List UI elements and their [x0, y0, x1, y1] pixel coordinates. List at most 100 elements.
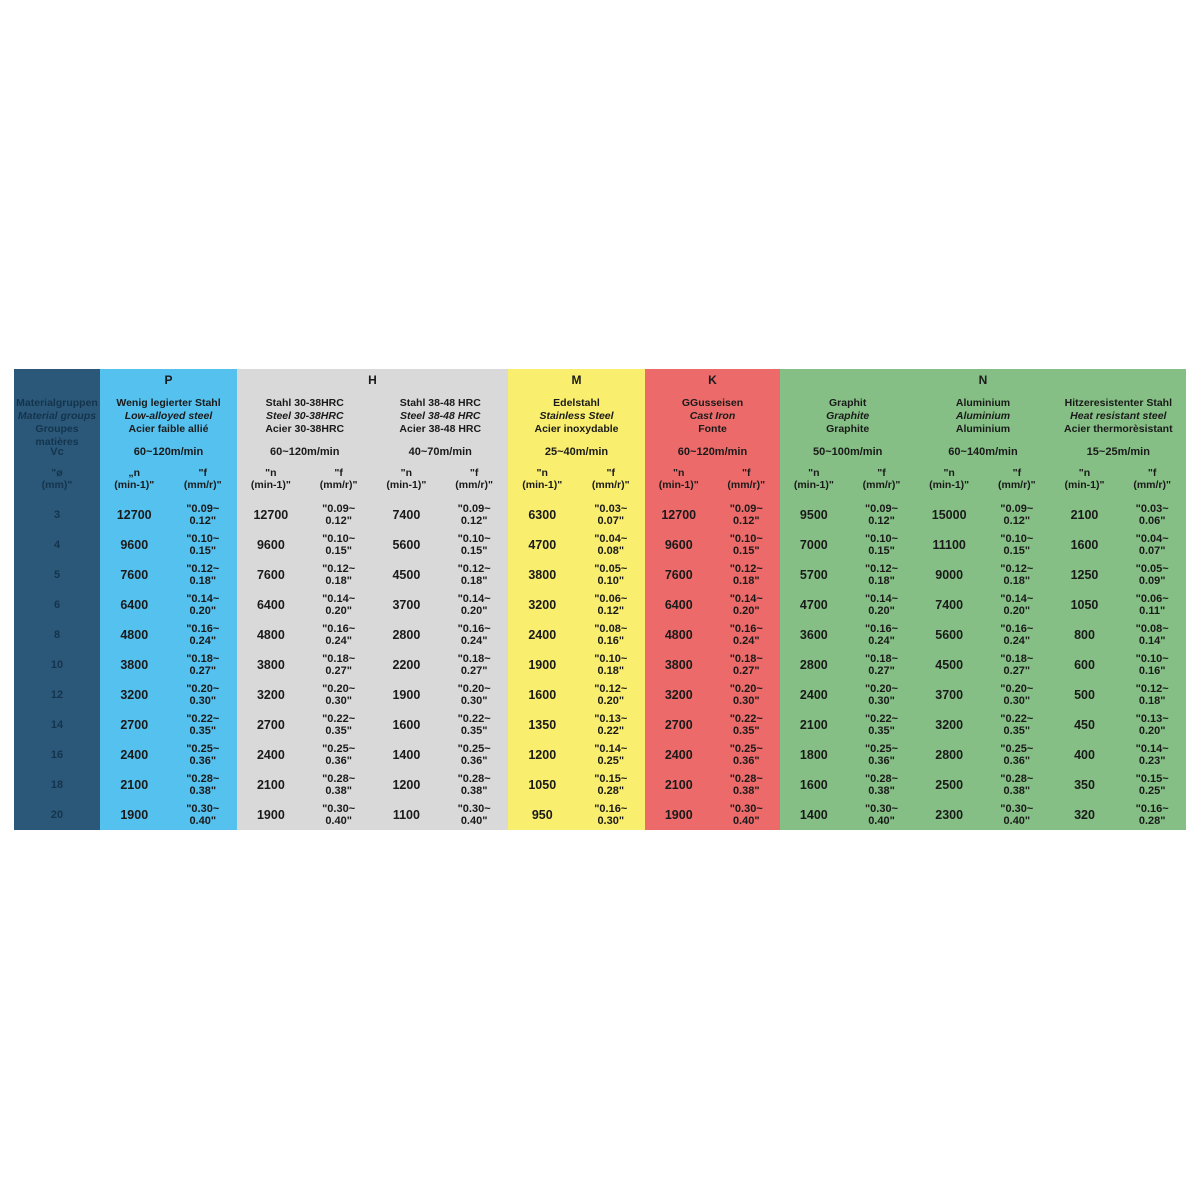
data-row: 1400 "0.30~ 0.40" [780, 800, 915, 830]
f-range-line: "0.13~ [594, 712, 628, 725]
f-range-line: 0.18" [597, 665, 625, 677]
n-value-cell: 1600 [799, 778, 828, 792]
parameter-table: Materialgruppen Material groups Groupes … [14, 369, 1186, 830]
f-header-line: (mm/r)" [591, 479, 630, 491]
n-header-line: (min-1)" [114, 479, 155, 491]
f-range-line: "0.30~ [729, 802, 763, 815]
f-value-cell: "0.18~ 0.27" [305, 650, 373, 680]
diameter-value: 10 [50, 659, 64, 671]
material-name-line: Wenig legierter Stahl [116, 397, 221, 409]
diameter-value: 12 [50, 689, 64, 701]
n-value-cell: 3700 [392, 598, 421, 612]
f-range-line: "0.18~ [186, 652, 220, 665]
f-range-line: "0.12~ [729, 562, 763, 575]
n-value-cell: 12700 [116, 508, 152, 522]
f-range-line: "0.22~ [864, 712, 899, 725]
f-range-line: 0.40" [868, 815, 895, 827]
f-value-cell: "0.10~ 0.15" [848, 530, 916, 560]
f-value-cell: "0.20~ 0.30" [848, 680, 916, 710]
f-header-line: (mm/r)" [727, 479, 766, 491]
f-range-line: "0.18~ [1000, 652, 1034, 665]
n-value-cell: 5700 [799, 568, 828, 582]
n-header-line: "n [673, 467, 685, 479]
n-value-cell: 5600 [935, 628, 964, 642]
f-range-line: "0.06~ [594, 592, 628, 605]
f-range-line: "0.16~ [186, 622, 220, 635]
material-name: Stahl 30-38HRC Steel 30-38HRC Acier 30-38H… [237, 391, 373, 441]
f-value-cell: "0.06~ 0.11" [1118, 590, 1186, 620]
f-range-line: "0.12~ [1135, 682, 1169, 695]
f-range-line: 0.12" [597, 605, 625, 617]
n-value-cell: 2100 [664, 778, 693, 792]
material-column: Aluminium Aluminium Aluminium 60~140m/min "n… [915, 391, 1050, 830]
n-header-line: "n [943, 467, 955, 479]
materials-row: Edelstahl Stainless Steel Acier inoxydable… [508, 391, 645, 830]
n-value-cell: 1050 [1070, 598, 1099, 612]
f-range-line: 0.14" [1138, 635, 1166, 647]
f-value-cell: "0.14~ 0.20" [848, 590, 916, 620]
nf-header-row: "n (min-1)" "f (mm/r)" [373, 463, 509, 500]
f-value-cell: "0.16~ 0.30" [577, 800, 646, 830]
data-row: 6300 "0.03~ 0.07" [508, 500, 645, 530]
vc-row-label: Vc [50, 446, 64, 458]
data-row: 1600 "0.28~ 0.38" [780, 770, 915, 800]
f-range-line: "0.14~ [1135, 742, 1169, 755]
data-row: 1900 "0.30~ 0.40" [237, 800, 373, 830]
f-value-cell: "0.22~ 0.35" [169, 710, 238, 740]
n-value-cell: 320 [1074, 808, 1095, 822]
n-value-cell: 600 [1074, 658, 1095, 672]
f-value-cell: "0.16~ 0.24" [169, 620, 238, 650]
data-row: 2100 "0.28~ 0.38" [237, 770, 373, 800]
n-value-cell: 12700 [661, 508, 697, 522]
n-value-cell: 4500 [392, 568, 421, 582]
data-row: 3200 "0.20~ 0.30" [100, 680, 237, 710]
n-value-cell: 6300 [528, 508, 557, 522]
f-range-line: 0.16" [597, 635, 625, 647]
data-row: 1600 "0.04~ 0.07" [1051, 530, 1186, 560]
n-value-cell: 2400 [256, 748, 285, 762]
f-range-line: "0.18~ [457, 652, 491, 665]
data-row: 3200 "0.20~ 0.30" [645, 680, 780, 710]
f-value-cell: "0.14~ 0.23" [1118, 740, 1186, 770]
n-value-cell: 1050 [528, 778, 557, 792]
f-range-line: "0.09~ [322, 502, 356, 515]
f-range-line: "0.08~ [1135, 622, 1169, 635]
f-range-line: "0.09~ [864, 502, 899, 515]
material-name-line: Stainless Steel [539, 410, 614, 422]
f-range-line: 0.35" [189, 725, 217, 737]
f-range-line: 0.40" [460, 815, 488, 827]
diameter-header-line: (mm)" [41, 479, 73, 491]
f-range-line: 0.18" [460, 575, 488, 587]
f-range-line: "0.10~ [864, 532, 899, 545]
f-range-line: 0.40" [732, 815, 760, 827]
n-value-cell: 1400 [799, 808, 828, 822]
n-value-cell: 2400 [528, 628, 557, 642]
data-row: 4700 "0.14~ 0.20" [780, 590, 915, 620]
f-range-line: "0.16~ [729, 622, 763, 635]
f-range-line: 0.27" [189, 665, 217, 677]
f-range-line: "0.22~ [1000, 712, 1034, 725]
data-row: 7600 "0.12~ 0.18" [645, 560, 780, 590]
material-name: Edelstahl Stainless Steel Acier inoxydable [508, 391, 645, 441]
corner-spacer [14, 369, 100, 391]
f-value-cell: "0.20~ 0.30" [713, 680, 781, 710]
f-header-line: (mm/r)" [455, 479, 493, 491]
diameter-value: 18 [50, 779, 64, 791]
material-group-n: N Graphit Graphite Graphite 50~100m/min "n (mi… [780, 369, 1186, 830]
n-value-cell: 2100 [799, 718, 828, 732]
f-range-line: 0.12" [325, 515, 352, 527]
material-column: Graphit Graphite Graphite 50~100m/min "n (min… [780, 391, 915, 830]
n-value-cell: 3200 [256, 688, 285, 702]
f-range-line: 0.27" [868, 665, 895, 677]
n-value-cell: 2400 [799, 688, 828, 702]
f-header: "f (mm/r)" [983, 467, 1051, 500]
n-value-cell: 2700 [256, 718, 285, 732]
material-name-line: Hitzeresistenter Stahl [1064, 397, 1172, 409]
f-range-line: 0.18" [189, 575, 217, 587]
n-value-cell: 7600 [664, 568, 693, 582]
n-value-cell: 15000 [931, 508, 967, 522]
material-column: GGusseisen Cast Iron Fonte 60~120m/min "n (mi… [645, 391, 780, 830]
nf-header-row: „n (min-1)" "f (mm/r)" [100, 463, 237, 500]
f-range-line: "0.10~ [322, 532, 356, 545]
n-value-cell: 1900 [664, 808, 693, 822]
